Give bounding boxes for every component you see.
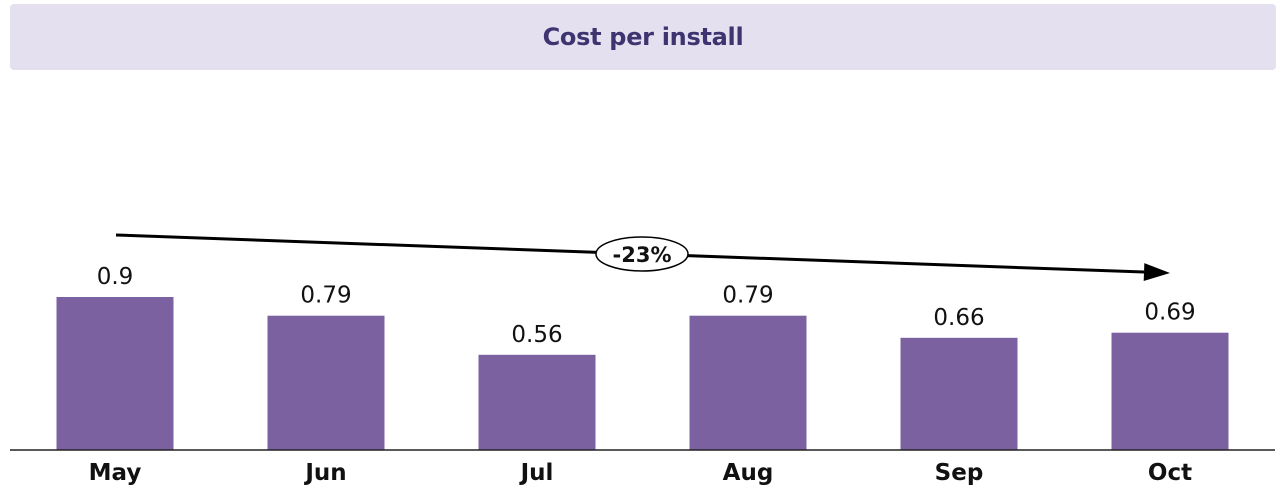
bars-layer: 0.9 May 0.79 Jun 0.56 Jul 0.79 Aug 0.66 Sep 0.69 Oc… bbox=[56, 264, 1229, 486]
value-label-may: 0.9 bbox=[97, 264, 134, 290]
category-label-sep: Sep bbox=[935, 460, 984, 486]
trend-annotation: -23% bbox=[115, 233, 1170, 282]
value-label-jul: 0.56 bbox=[511, 322, 562, 348]
change-callout-label: -23% bbox=[613, 243, 672, 267]
value-label-jun: 0.79 bbox=[300, 283, 351, 309]
bar-sep bbox=[900, 337, 1018, 450]
category-label-jul: Jul bbox=[519, 460, 554, 486]
value-label-aug: 0.79 bbox=[722, 283, 773, 309]
category-label-may: May bbox=[89, 460, 142, 486]
bar-jul bbox=[478, 354, 596, 450]
value-label-oct: 0.69 bbox=[1144, 300, 1195, 326]
trend-arrow-head bbox=[1143, 263, 1170, 282]
category-label-aug: Aug bbox=[723, 460, 774, 486]
value-label-sep: 0.66 bbox=[933, 305, 984, 331]
bar-jun bbox=[267, 315, 385, 450]
bar-oct bbox=[1111, 332, 1229, 450]
bar-aug bbox=[689, 315, 807, 450]
change-callout-oval bbox=[595, 236, 689, 272]
chart-title: Cost per install bbox=[542, 23, 744, 51]
category-label-oct: Oct bbox=[1148, 460, 1192, 486]
category-label-jun: Jun bbox=[303, 460, 346, 486]
bar-may bbox=[56, 297, 174, 450]
chart-title-banner: Cost per install bbox=[10, 4, 1276, 70]
